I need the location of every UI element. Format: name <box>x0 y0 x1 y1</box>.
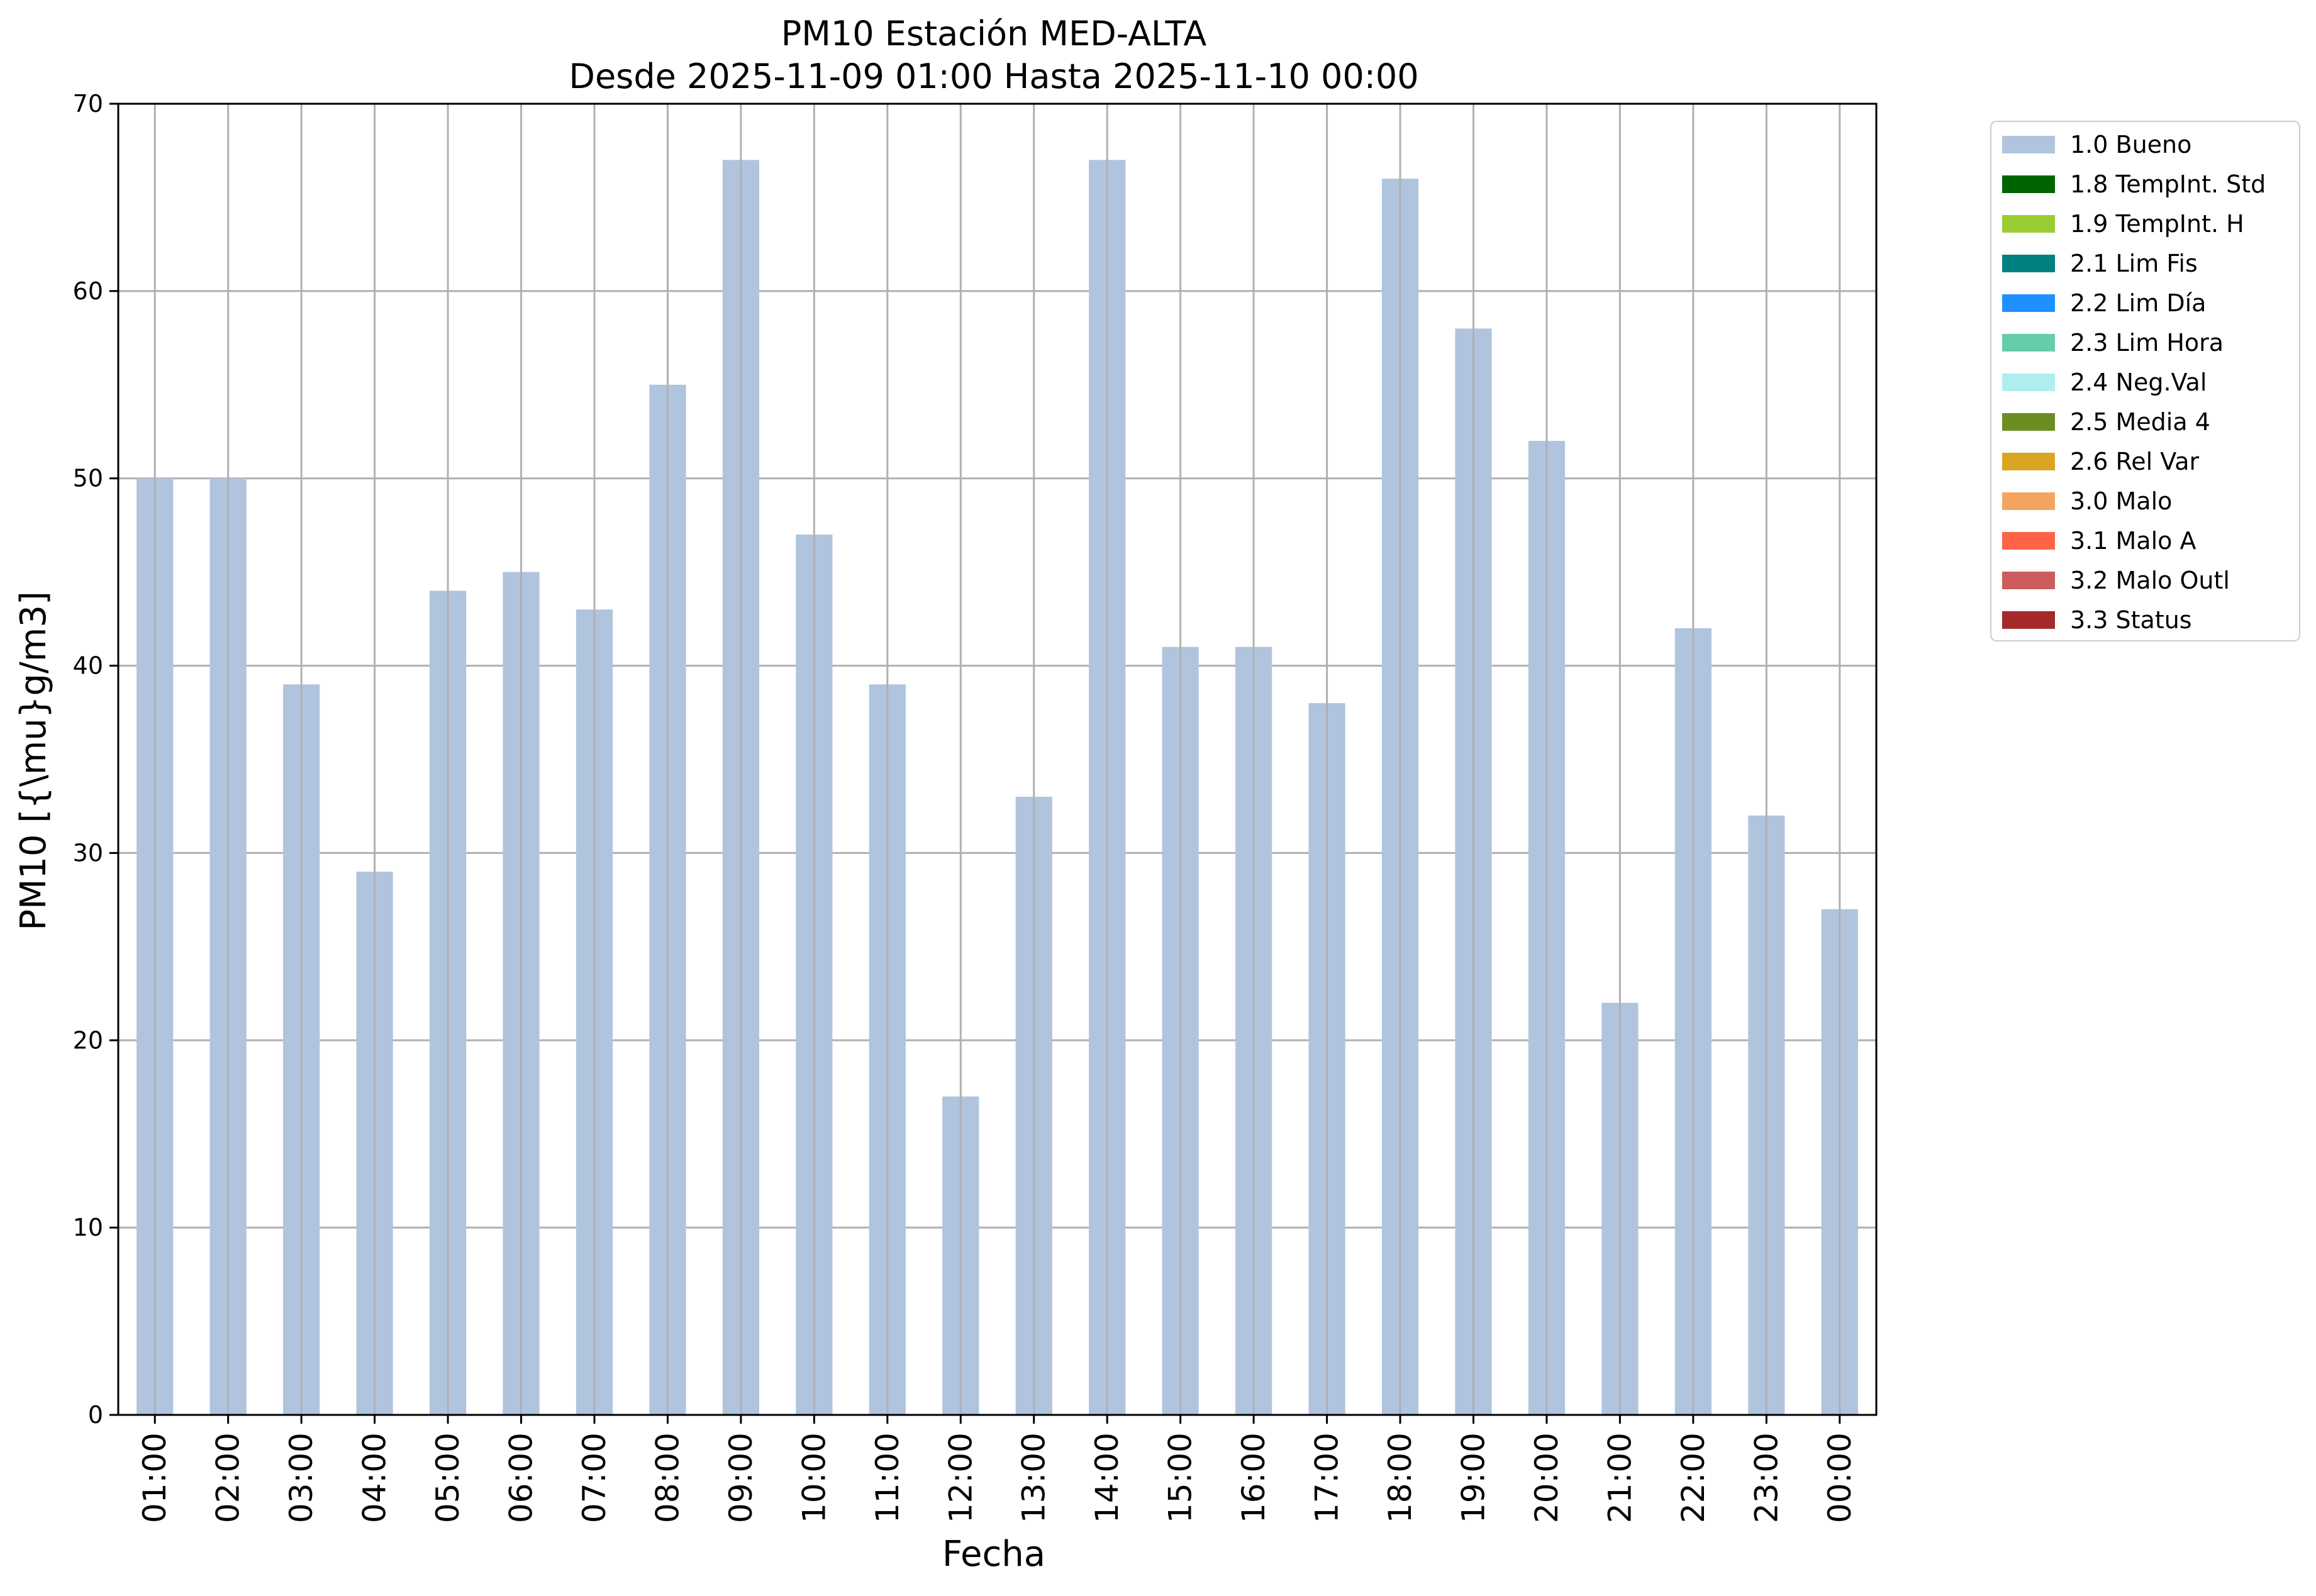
legend-entry: 2.6 Rel Var <box>2070 448 2200 475</box>
y-tick-label: 70 <box>73 90 103 118</box>
y-axis: 0 10 20 30 40 50 60 70 <box>73 90 118 1429</box>
legend-entry: 1.0 Bueno <box>2070 131 2191 158</box>
legend-entry: 2.2 Lim Día <box>2070 289 2206 317</box>
x-tick-label: 22:00 <box>1675 1433 1712 1523</box>
y-tick-label: 40 <box>73 652 103 680</box>
legend-swatch <box>2002 532 2055 550</box>
legend-entry: 3.3 Status <box>2070 606 2192 634</box>
x-tick-label: 04:00 <box>357 1433 393 1523</box>
vertical-grid-layer <box>153 104 1841 1415</box>
legend-entry: 3.2 Malo Outl <box>2070 567 2230 594</box>
x-tick-label: 16:00 <box>1235 1433 1272 1523</box>
x-tick-label: 20:00 <box>1528 1433 1565 1523</box>
x-tick-label: 10:00 <box>796 1433 832 1523</box>
legend-swatch <box>2002 215 2055 233</box>
x-tick-label: 08:00 <box>649 1433 686 1523</box>
legend-swatch <box>2002 334 2055 352</box>
legend-swatch <box>2002 611 2055 629</box>
x-tick-label: 02:00 <box>210 1433 247 1523</box>
legend-entry: 3.1 Malo A <box>2070 527 2196 555</box>
legend-swatch <box>2002 374 2055 391</box>
x-tick-label: 19:00 <box>1455 1433 1491 1523</box>
y-tick-label: 50 <box>73 465 103 492</box>
grid-layer <box>118 103 1876 1416</box>
x-tick-label: 17:00 <box>1309 1433 1345 1523</box>
legend-entry: 1.8 TempInt. Std <box>2070 170 2266 198</box>
x-tick-label: 21:00 <box>1601 1433 1638 1523</box>
x-tick-label: 09:00 <box>723 1433 759 1523</box>
x-tick-label: 00:00 <box>1822 1433 1858 1523</box>
x-tick-label: 11:00 <box>869 1433 906 1523</box>
legend-entry: 2.3 Lim Hora <box>2070 329 2224 357</box>
legend-swatch <box>2002 492 2055 510</box>
x-tick-label: 15:00 <box>1162 1433 1199 1523</box>
legend-entry: 2.1 Lim Fis <box>2070 250 2198 277</box>
y-tick-label: 0 <box>88 1401 103 1429</box>
x-tick-label: 01:00 <box>136 1433 173 1523</box>
x-tick-label: 05:00 <box>430 1433 466 1523</box>
legend-swatch <box>2002 175 2055 193</box>
y-tick-label: 60 <box>73 277 103 305</box>
x-tick-label: 12:00 <box>942 1433 979 1523</box>
x-tick-label: 06:00 <box>503 1433 540 1523</box>
legend-entry: 2.4 Neg.Val <box>2070 369 2207 396</box>
chart-subtitle: Desde 2025-11-09 01:00 Hasta 2025-11-10 … <box>569 57 1418 96</box>
y-tick-label: 30 <box>73 839 103 867</box>
legend-swatch <box>2002 255 2055 272</box>
legend: 1.0 Bueno 1.8 TempInt. Std 1.9 TempInt. H 2… <box>1990 121 2300 641</box>
x-tick-label: 07:00 <box>576 1433 613 1523</box>
legend-entry: 3.0 Malo <box>2070 487 2172 515</box>
y-tick-label: 10 <box>73 1214 103 1241</box>
legend-swatch <box>2002 294 2055 312</box>
y-tick-label: 20 <box>73 1026 103 1054</box>
x-tick-label: 13:00 <box>1016 1433 1052 1523</box>
x-axis: 01:00 02:00 03:00 04:00 05:00 06:00 07:00 08:00… <box>136 1415 1858 1523</box>
legend-swatch <box>2002 453 2055 470</box>
x-tick-label: 23:00 <box>1748 1433 1784 1523</box>
legend-swatch <box>2002 413 2055 431</box>
chart-title: PM10 Estación MED-ALTA <box>781 14 1207 53</box>
legend-box <box>1990 121 2300 641</box>
x-tick-label: 03:00 <box>283 1433 320 1523</box>
x-tick-label: 18:00 <box>1382 1433 1418 1523</box>
plot-frame <box>117 103 1878 1416</box>
legend-entry: 2.5 Media 4 <box>2070 408 2210 436</box>
legend-swatch <box>2002 136 2055 153</box>
x-axis-label: Fecha <box>942 1534 1045 1575</box>
x-tick-label: 14:00 <box>1089 1433 1125 1523</box>
legend-entry: 1.9 TempInt. H <box>2070 210 2244 238</box>
legend-swatch <box>2002 572 2055 589</box>
y-axis-label: PM10 [{\mu}g/m3] <box>13 591 54 931</box>
